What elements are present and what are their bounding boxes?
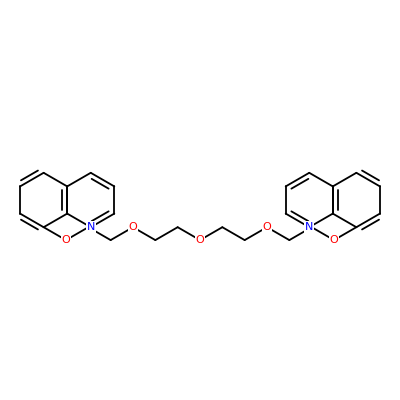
Text: O: O	[330, 235, 338, 245]
Text: O: O	[129, 222, 137, 232]
Text: O: O	[196, 235, 204, 245]
Text: O: O	[62, 235, 70, 245]
Text: O: O	[263, 222, 271, 232]
Text: N: N	[86, 222, 95, 232]
Text: N: N	[305, 222, 314, 232]
